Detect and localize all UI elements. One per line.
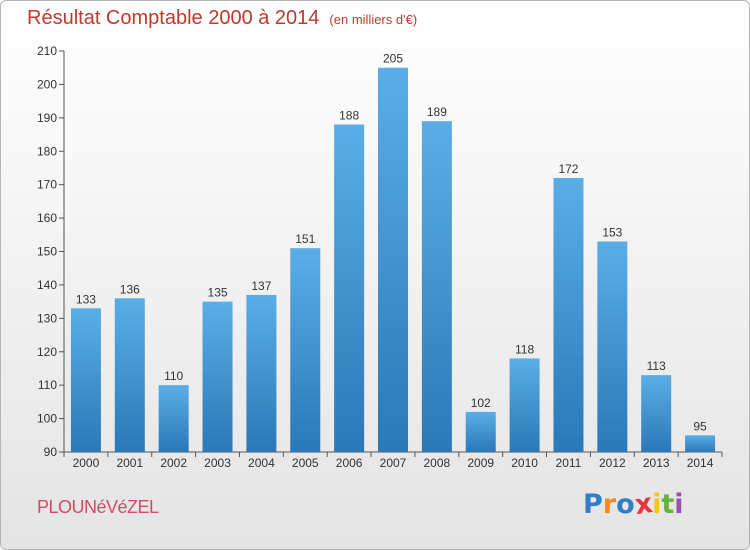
logo-letter: x [632,487,655,522]
logo-letter: i [652,489,662,520]
logo-letter: o [616,489,635,520]
x-tick-label-2009: 2009 [467,456,494,470]
bar-2000 [70,308,101,452]
value-label-2006: 188 [339,109,359,123]
x-tick-label-2014: 2014 [687,456,714,470]
value-label-2000: 133 [76,292,96,306]
value-label-2011: 172 [558,162,578,176]
y-tick-label: 130 [37,311,57,325]
bar-2003 [202,301,233,452]
chart-value-labels: 133 136 110 135 137 151 188 205 189 102 118 172 153 1… [76,52,707,434]
y-tick-label: 110 [38,378,57,392]
bar-2004 [246,294,277,452]
y-tick-label: 150 [37,245,57,259]
bar-2014 [685,435,716,452]
bar-2006 [334,124,365,453]
bar-2005 [290,248,321,452]
x-tick-label-2002: 2002 [160,456,187,470]
value-label-2013: 113 [647,359,666,373]
x-tick-label-2011: 2011 [556,456,582,470]
y-tick-label: 210 [37,44,57,58]
bar-2013 [641,375,672,452]
bar-2009 [465,411,496,452]
bar-2007 [378,67,408,452]
proxiti-logo: Proxiti [583,487,684,522]
value-label-2008: 189 [427,105,447,119]
bar-2011 [553,177,584,452]
y-tick-label: 180 [37,144,57,158]
chart-bars [70,67,716,453]
y-tick-label: 140 [37,278,57,292]
x-tick-label-2006: 2006 [336,456,363,470]
y-tick-label: 190 [37,111,57,125]
value-label-2010: 118 [515,342,534,356]
chart-unit-label: (en milliers d'€) [329,12,418,27]
y-tick-label: 90 [44,445,58,459]
commune-name: PLOUNéVéZEL [37,497,159,517]
x-tick-label-2001: 2001 [116,456,143,470]
bar-2012 [597,241,628,452]
bar-2001 [114,298,145,452]
y-tick-label: 160 [37,211,57,225]
x-tick-label-2005: 2005 [292,456,319,470]
bar-2002 [158,385,189,452]
y-tick-label: 100 [37,412,57,426]
bar-2010 [509,358,540,452]
value-label-2002: 110 [164,369,183,383]
x-tick-label-2010: 2010 [511,456,538,470]
value-label-2004: 137 [251,279,271,293]
x-tick-label-2008: 2008 [424,456,451,470]
logo-letter: r [602,489,617,520]
bar-2008 [421,121,452,453]
x-tick-label-2004: 2004 [248,456,275,470]
chart-title-text: Résultat Comptable 2000 à 2014 [27,7,320,29]
value-label-2007: 205 [383,52,403,66]
value-label-2001: 136 [120,282,140,296]
x-tick-label-2000: 2000 [73,456,100,470]
chart-title: Résultat Comptable 2000 à 2014 (en millie… [27,7,417,30]
value-label-2009: 102 [471,396,491,410]
x-tick-label-2013: 2013 [643,456,670,470]
value-label-2014: 95 [693,419,707,433]
y-tick-label: 120 [37,345,57,359]
x-tick-label-2012: 2012 [599,456,626,470]
y-tick-label: 170 [37,178,57,192]
value-label-2012: 153 [602,225,622,239]
x-tick-label-2003: 2003 [204,456,231,470]
value-label-2005: 151 [295,232,315,246]
value-label-2003: 135 [208,286,228,300]
logo-letter: i [674,489,684,520]
y-tick-label: 200 [37,77,57,91]
logo-letter: P [583,489,603,520]
logo-letter: t [661,489,675,520]
x-tick-label-2007: 2007 [380,456,407,470]
